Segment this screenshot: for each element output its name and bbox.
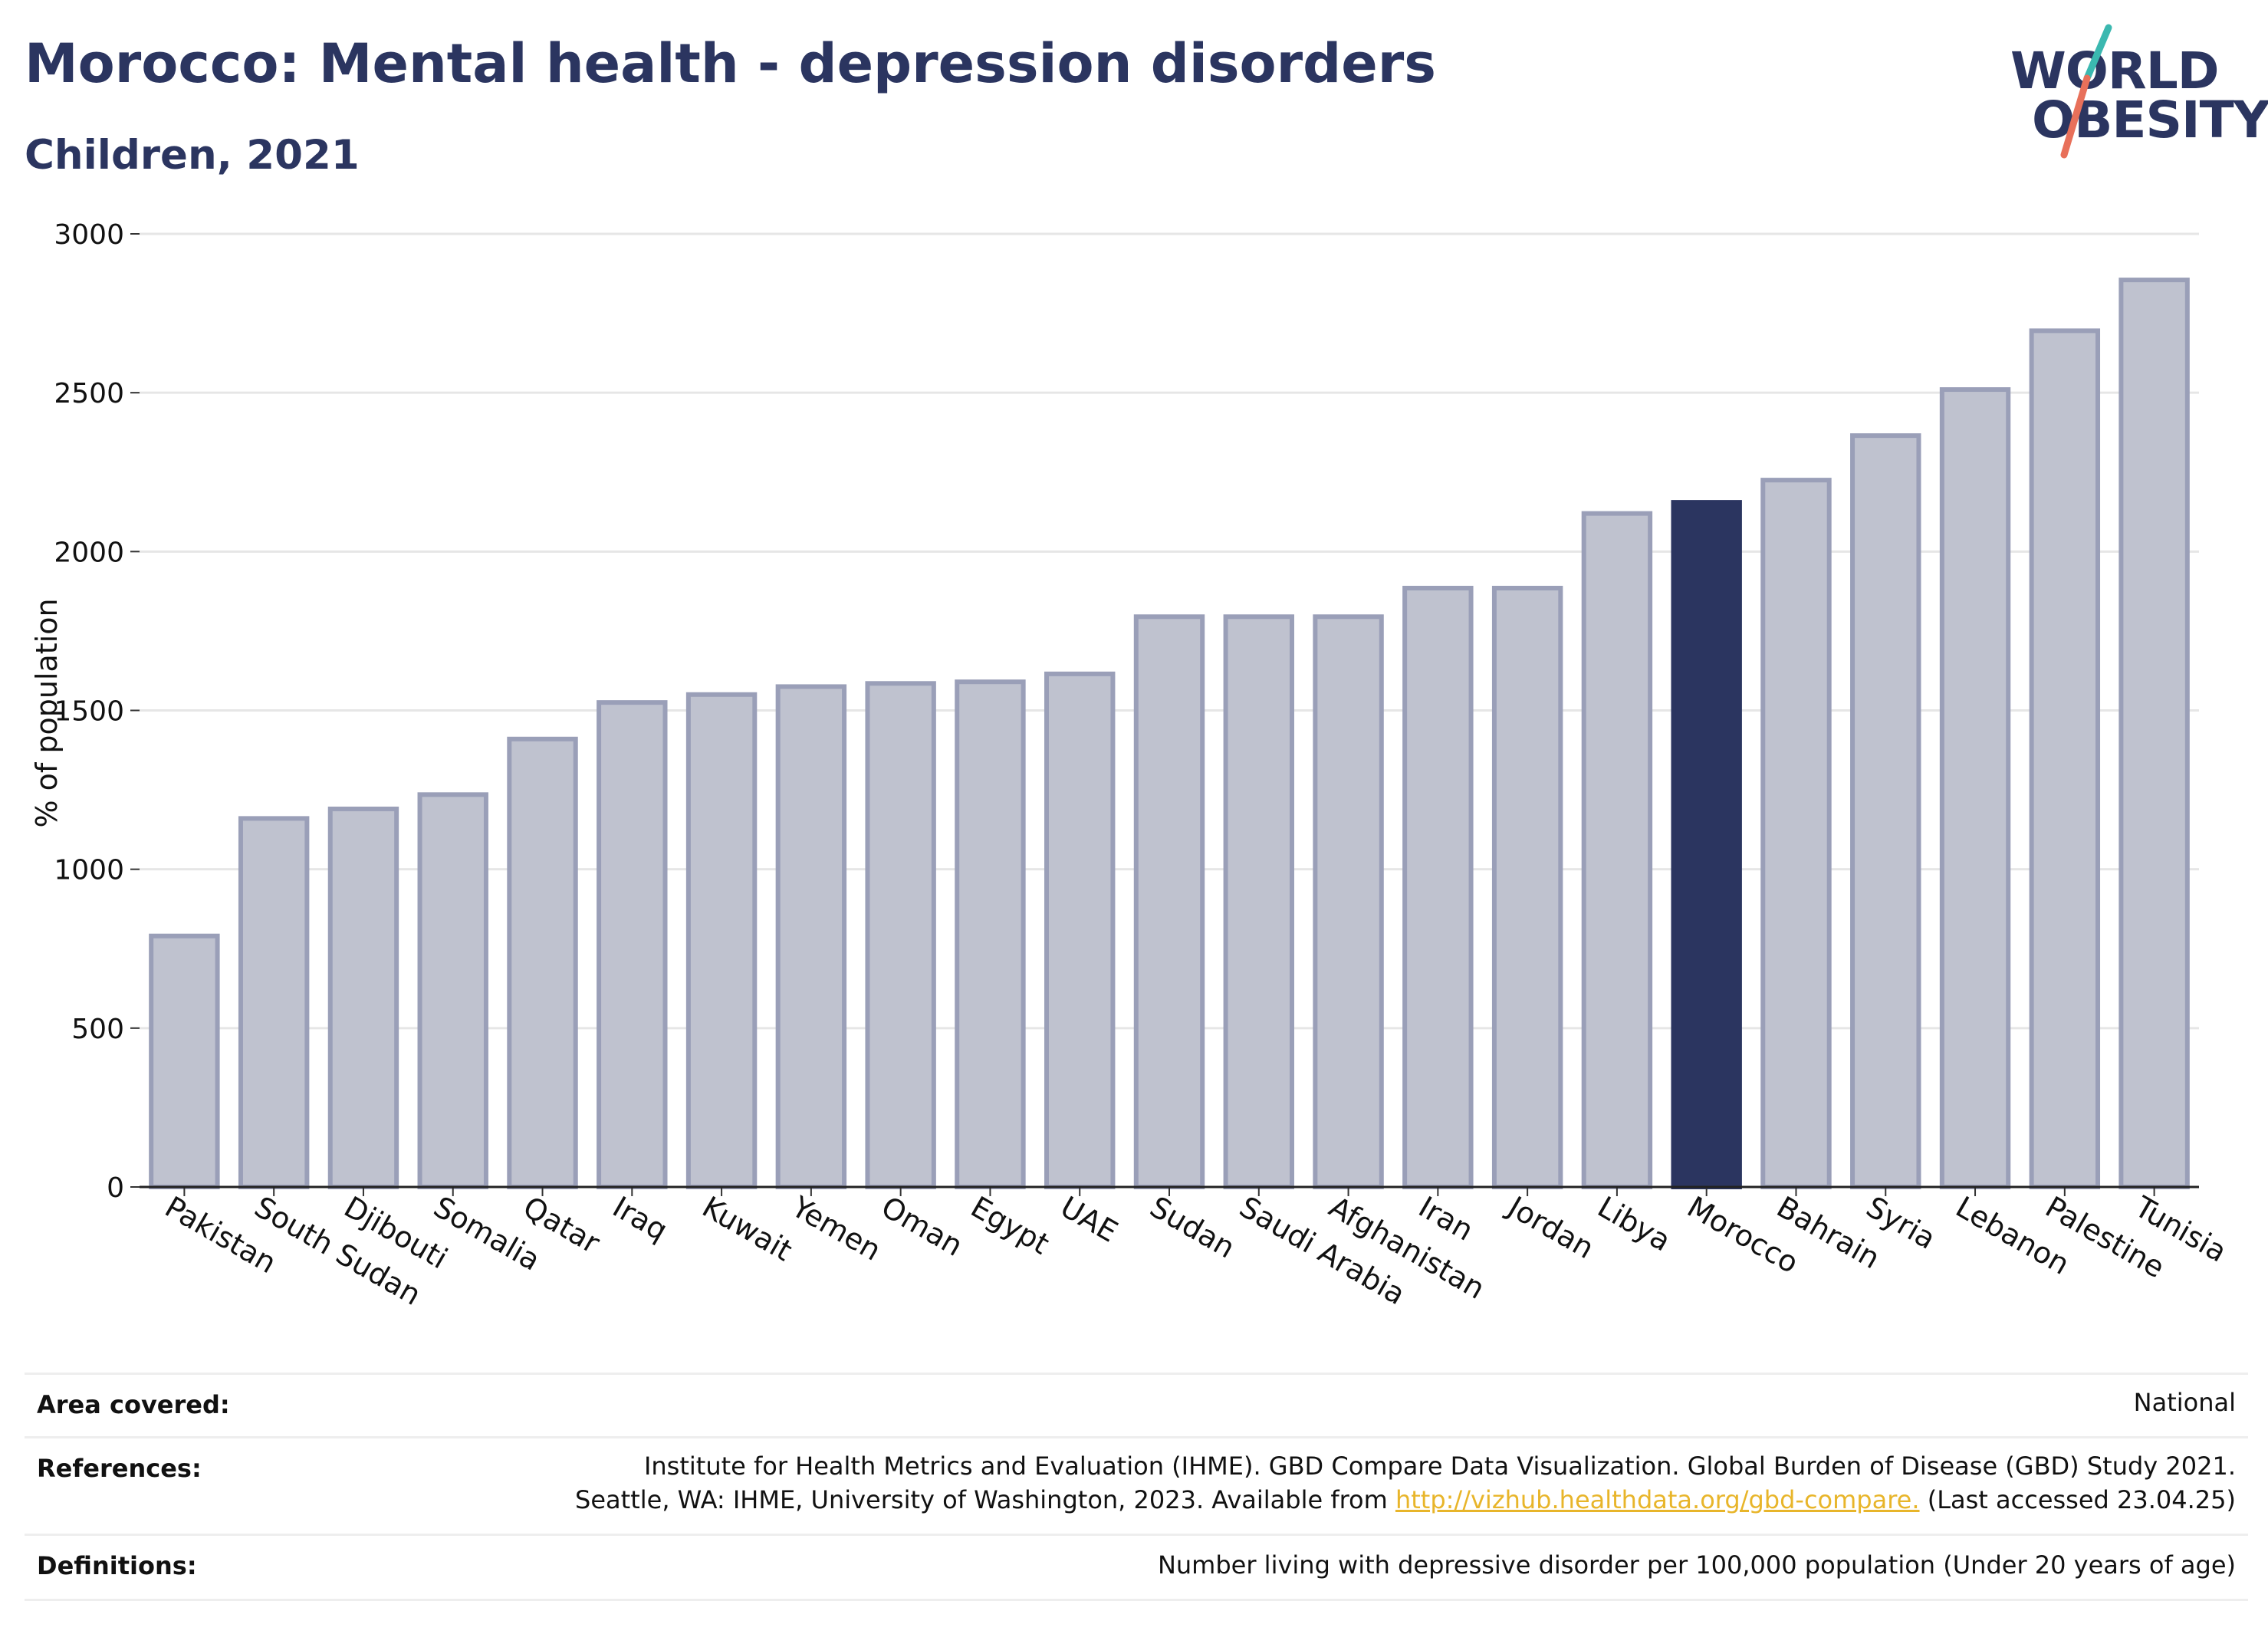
bar [1402,585,1474,1189]
bar [1313,614,1384,1189]
x-tick-label: Libya [1592,1190,1676,1258]
bar [327,806,399,1190]
bar [2029,328,2101,1189]
definitions-value: Number living with depressive disorder p… [1157,1550,2236,1580]
x-tick-label: Kuwait [697,1190,798,1268]
y-tick-label: 2500 [54,378,124,409]
bar [1850,433,1921,1189]
info-row-references: References: Institute for Health Metrics… [25,1436,2248,1534]
world-obesity-logo: WORLD OBESITY [2001,23,2268,161]
bar [238,816,310,1189]
info-table: Area covered: National References: Insti… [25,1373,2248,1601]
bar [149,933,220,1189]
bar [1581,511,1653,1189]
bar [955,679,1026,1189]
references-line2-post: (Last accessed 23.04.25) [1919,1485,2236,1514]
slash-logo-icon [2060,24,2112,159]
bar [865,681,936,1189]
bar [2118,278,2190,1189]
y-tick-label: 2000 [54,537,124,568]
info-row-definitions: Definitions: Number living with depressi… [25,1534,2248,1601]
bar [1760,478,1832,1189]
y-tick-label: 500 [71,1014,124,1045]
y-axis-label: % of population [30,598,64,827]
x-tick-label: Jordan [1501,1189,1599,1266]
x-tick-label: Oman [876,1190,968,1263]
logo-line-world: WORLD [2010,41,2220,100]
x-tick-label: Iraq [607,1190,673,1248]
references-line1: Institute for Health Metrics and Evaluat… [643,1452,2236,1481]
bar [1133,614,1205,1189]
x-tick-label: UAE [1055,1190,1123,1249]
bar [1939,387,2011,1190]
bar [685,692,758,1189]
bar [507,736,578,1189]
bar [1223,614,1294,1189]
x-tick-label: Sudan [1145,1190,1241,1265]
x-tick-label: Egypt [965,1190,1055,1261]
bar [1044,671,1116,1189]
bar [775,684,847,1189]
bar-highlight [1671,500,1742,1189]
references-line2: Seattle, WA: IHME, University of Washing… [575,1483,2236,1517]
references-label: References: [37,1454,202,1483]
area-label: Area covered: [37,1390,230,1419]
y-tick-label: 1000 [54,855,124,886]
area-value: National [2133,1388,2236,1417]
x-tick-label: Yemen [786,1189,887,1267]
bar [417,792,488,1189]
references-link[interactable]: http://vizhub.healthdata.org/gbd-compare… [1395,1485,1920,1514]
references-line2-pre: Seattle, WA: IHME, University of Washing… [575,1485,1395,1514]
info-row-area: Area covered: National [25,1373,2248,1436]
bar [1491,585,1563,1189]
page-title: Morocco: Mental health - depression diso… [25,32,1436,95]
bar [597,700,668,1189]
bars [149,278,2190,1190]
definitions-label: Definitions: [37,1551,197,1580]
y-tick-label: 3000 [54,219,124,251]
y-tick-label: 0 [107,1172,124,1204]
y-tick-label: 1500 [54,696,124,728]
page-subtitle: Children, 2021 [25,132,360,179]
